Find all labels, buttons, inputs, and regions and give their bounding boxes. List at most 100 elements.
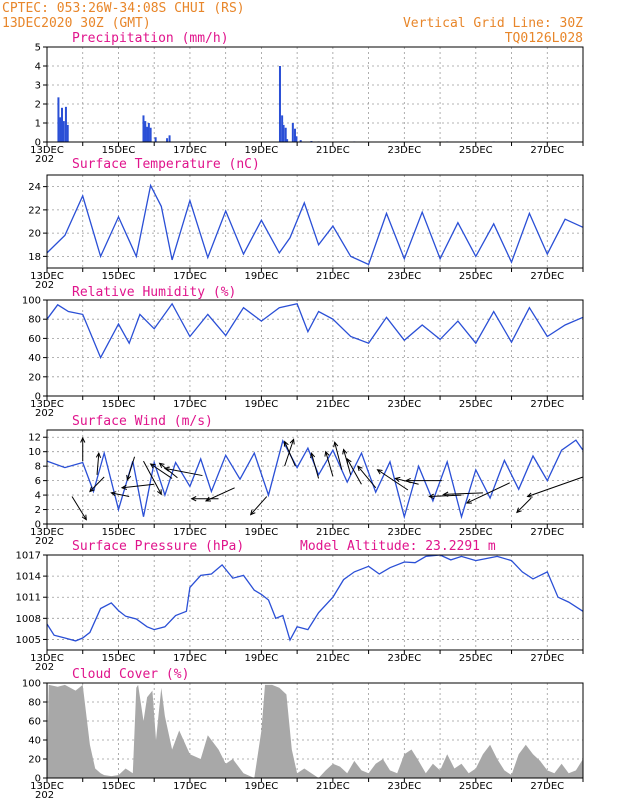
x-tick-label: 17DEC <box>173 271 207 282</box>
x-tick-label: 19DEC <box>245 653 279 664</box>
y-tick-label: 4 <box>35 62 41 73</box>
x-tick-label: 15DEC <box>102 781 136 792</box>
wind-arrow-head <box>89 486 95 493</box>
x-tick-label: 27DEC <box>530 653 564 664</box>
header-run-time: 13DEC2020 30Z (GMT) <box>2 16 151 31</box>
y-tick-label: 0 <box>35 520 41 531</box>
wind-arrow-head <box>428 493 435 499</box>
precip-bar <box>144 121 147 142</box>
panel-4: 0 2 4 6 8 10 12 13DEC 15DEC 17DEC 19DEC 21DEC 23DEC 2… <box>28 414 584 547</box>
panel-frame <box>46 554 584 651</box>
panel-2: 18 20 22 24 13DEC 15DEC 17DEC 19DEC 21DEC 23DEC 25… <box>28 157 584 291</box>
y-tick-label: 1008 <box>16 614 41 625</box>
wind-arrow <box>428 493 462 499</box>
x-year-prefix: 202 <box>35 408 54 419</box>
wind-arrow-head <box>126 474 132 482</box>
series-line <box>46 439 584 520</box>
x-tick-label: 21DEC <box>316 271 350 282</box>
y-tick-label: 2 <box>35 505 41 516</box>
wind-arrow <box>163 466 203 477</box>
x-tick-label: 23DEC <box>387 145 421 156</box>
panel-frame <box>46 429 584 525</box>
wind-arrow <box>465 482 510 504</box>
wind-arrow-shaft <box>205 487 235 502</box>
wind-arrow-head <box>95 451 102 458</box>
wind-arrow-head <box>81 514 87 521</box>
y-tick-label: 60 <box>28 334 41 345</box>
wind-arrow-head <box>376 469 383 475</box>
wind-arrow-shaft <box>429 494 462 498</box>
wind-arrow-shaft <box>346 458 362 485</box>
wind-arrow-head <box>283 440 289 447</box>
x-tick-label: 19DEC <box>245 781 279 792</box>
x-tick-label: 15DEC <box>102 527 136 538</box>
y-tick-label: 10 <box>28 447 41 458</box>
y-tick-label: 1011 <box>16 593 41 604</box>
x-tick-label: 25DEC <box>459 781 493 792</box>
y-tick-label: 0 <box>35 774 41 785</box>
wind-arrow <box>357 465 377 489</box>
wind-arrow-head <box>465 498 472 504</box>
x-tick-label: 13DEC <box>30 781 64 792</box>
x-tick-label: 19DEC <box>245 527 279 538</box>
header-station: CPTEC: 053:26W-34:08S CHUI (RS) <box>2 1 245 16</box>
x-tick-label: 25DEC <box>459 653 493 664</box>
precip-bar <box>59 117 62 142</box>
x-tick-label: 23DEC <box>387 781 421 792</box>
panel-title: Surface Pressure (hPa) <box>72 539 244 554</box>
wind-arrow <box>143 460 162 496</box>
wind-arrow <box>120 483 155 490</box>
wind-arrow <box>149 463 173 479</box>
y-tick-label: 20 <box>28 755 41 766</box>
x-tick-label: 13DEC <box>30 399 64 410</box>
precip-bar <box>278 66 281 142</box>
panel-6: 0 20 40 60 80 100 13DEC 15DEC 17DEC 19DEC 21DEC 23D… <box>22 667 584 800</box>
x-tick-label: 13DEC <box>30 653 64 664</box>
panel-title: Surface Temperature (nC) <box>72 157 260 172</box>
y-tick-label: 3 <box>35 81 41 92</box>
precip-bar <box>64 106 67 142</box>
precip-bar <box>284 127 287 142</box>
wind-arrow <box>526 476 584 498</box>
precip-bar <box>168 135 171 142</box>
series-line <box>46 302 584 360</box>
x-tick-label: 27DEC <box>530 527 564 538</box>
panel-title: Relative Humidity (%) <box>72 285 236 300</box>
precip-bar <box>66 124 69 142</box>
x-year-prefix: 202 <box>35 662 54 673</box>
x-tick-label: 25DEC <box>459 527 493 538</box>
y-tick-label: 80 <box>28 698 41 709</box>
panel-frame <box>46 174 584 269</box>
y-tick-label: 0 <box>35 138 41 149</box>
precip-bar <box>57 97 60 142</box>
model-altitude-label: Model Altitude: 23.2291 m <box>300 539 496 554</box>
wind-arrow <box>283 440 296 467</box>
precip-bar <box>149 127 152 142</box>
y-tick-label: 100 <box>22 296 41 307</box>
precip-bar <box>291 123 294 142</box>
x-tick-label: 21DEC <box>316 527 350 538</box>
wind-arrow <box>324 450 334 477</box>
x-tick-label: 15DEC <box>102 271 136 282</box>
wind-arrow <box>442 491 483 497</box>
wind-arrow <box>404 477 442 484</box>
precip-bar <box>299 140 302 142</box>
x-tick-label: 25DEC <box>459 271 493 282</box>
wind-arrow-head <box>289 438 295 445</box>
precip-bar <box>146 126 149 142</box>
wind-arrow-head <box>249 509 256 516</box>
y-tick-label: 80 <box>28 315 41 326</box>
wind-arrow-head <box>404 477 411 484</box>
x-tick-label: 27DEC <box>530 271 564 282</box>
wind-arrow-head <box>110 491 117 497</box>
y-tick-label: 24 <box>28 182 41 193</box>
x-tick-label: 23DEC <box>387 271 421 282</box>
y-tick-label: 1017 <box>16 551 41 562</box>
y-tick-label: 5 <box>35 43 41 54</box>
x-tick-label: 19DEC <box>245 145 279 156</box>
wind-arrow-head <box>442 491 449 497</box>
wind-arrow-shaft <box>527 476 584 497</box>
wind-arrow-head <box>342 448 348 455</box>
wind-arrow-shaft <box>310 453 320 479</box>
wind-arrow-shaft <box>516 497 532 513</box>
